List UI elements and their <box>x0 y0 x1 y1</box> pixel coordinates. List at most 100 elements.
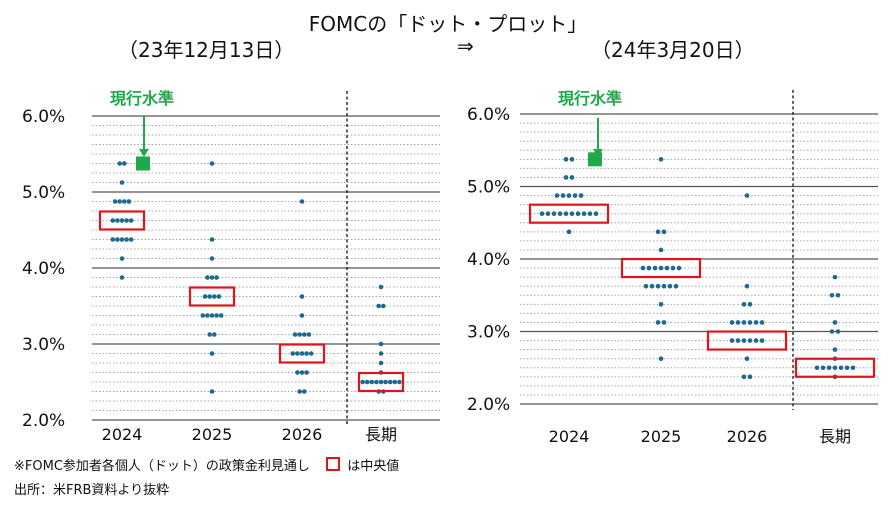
dot <box>299 351 305 356</box>
x-category-label: 長期 <box>819 427 851 446</box>
current-level-label: 現行水準 <box>558 89 622 108</box>
footnote-legend: ※FOMC参加者各個人（ドット）の政策金利見通し は中央値 <box>14 455 399 474</box>
dot <box>292 332 298 337</box>
y-tick-label: 6.0% <box>22 107 65 127</box>
dot <box>299 294 305 299</box>
dot <box>126 199 132 204</box>
dot <box>658 356 664 361</box>
dot <box>587 211 593 216</box>
dot <box>655 229 661 235</box>
x-category-label: 長期 <box>365 425 397 444</box>
dot <box>119 218 125 223</box>
dot <box>832 274 838 280</box>
dot <box>661 229 667 235</box>
median-box <box>528 203 610 224</box>
median-box <box>188 286 236 307</box>
dot <box>387 379 393 385</box>
dot <box>832 347 838 352</box>
median-box <box>357 371 405 393</box>
dot <box>747 338 753 343</box>
dot <box>661 320 667 325</box>
dot <box>209 237 215 242</box>
dot <box>664 265 670 271</box>
dot <box>374 379 379 385</box>
dot <box>216 294 222 299</box>
dot <box>383 379 388 385</box>
dot <box>744 283 750 289</box>
y-tick-label: 2.0% <box>22 411 65 431</box>
dot <box>557 211 563 216</box>
dot <box>759 320 765 325</box>
dot <box>741 374 747 380</box>
current-level-marker <box>136 156 150 171</box>
dot <box>593 211 599 216</box>
median-box-legend-icon <box>326 457 341 471</box>
dot <box>369 379 375 385</box>
y-tick-label: 3.0% <box>467 323 510 343</box>
dot <box>563 211 569 216</box>
dot <box>117 161 122 166</box>
dot <box>747 374 753 380</box>
dot <box>838 365 844 371</box>
dot <box>661 283 667 289</box>
median-box <box>706 330 788 351</box>
dot <box>119 180 125 185</box>
dot <box>112 199 118 204</box>
dot <box>563 157 569 162</box>
dot <box>655 320 661 325</box>
dot <box>673 283 679 289</box>
dot <box>295 351 300 356</box>
x-category-label: 2025 <box>192 425 233 444</box>
dot <box>676 265 682 271</box>
dot <box>299 313 305 318</box>
x-category-label: 2024 <box>549 427 590 446</box>
y-tick-label: 6.0% <box>467 105 510 125</box>
current-level-arrow-head <box>139 149 149 157</box>
dot <box>747 302 753 307</box>
median-box <box>98 210 146 231</box>
current-level-label: 現行水準 <box>110 89 174 108</box>
dot <box>378 351 384 356</box>
dot <box>209 313 215 318</box>
dot <box>360 379 365 385</box>
dot <box>826 365 832 371</box>
dot <box>829 292 835 298</box>
dot <box>572 193 578 198</box>
median-box <box>278 343 326 364</box>
dot <box>119 275 125 280</box>
dot <box>566 193 572 198</box>
dot <box>741 320 747 325</box>
dot <box>658 157 664 162</box>
dot <box>832 320 838 325</box>
y-tick-label: 3.0% <box>22 335 65 355</box>
dot <box>209 256 215 261</box>
dot <box>128 218 134 223</box>
dot <box>299 370 305 375</box>
dot <box>835 329 841 334</box>
dot <box>302 332 307 337</box>
dot <box>670 265 676 271</box>
dot <box>753 338 759 343</box>
dot <box>378 284 384 290</box>
dot <box>569 157 575 162</box>
dot <box>646 265 652 271</box>
dot <box>814 365 820 371</box>
dot <box>655 283 661 289</box>
dot <box>835 292 841 298</box>
dot <box>729 320 735 325</box>
dot <box>643 283 649 289</box>
dot <box>741 302 747 307</box>
dot <box>378 341 384 347</box>
dot <box>207 332 212 337</box>
dot <box>295 370 300 375</box>
right-chart-date: （24年3月20日） <box>591 38 755 62</box>
dot <box>759 338 765 343</box>
dot <box>299 199 305 204</box>
median-legend-label: は中央値 <box>347 459 400 474</box>
dot <box>209 275 215 280</box>
source-note: 出所：米FRB資料より抜粋 <box>14 483 170 498</box>
dot <box>640 265 646 271</box>
dot <box>122 199 127 204</box>
